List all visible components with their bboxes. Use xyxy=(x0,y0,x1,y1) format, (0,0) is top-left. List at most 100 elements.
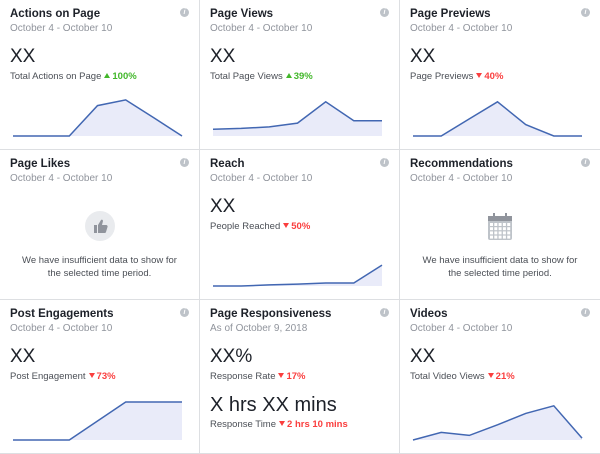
sparkline xyxy=(412,404,583,441)
metric-value: XX xyxy=(10,46,36,67)
info-icon[interactable]: i xyxy=(581,8,590,17)
calendar-cell xyxy=(490,227,493,231)
metric-label: Page Previews 40% xyxy=(410,71,503,82)
thumb xyxy=(94,219,108,233)
metric-label-text: Total Page Views xyxy=(210,71,283,82)
metric-label: Total Video Views 21% xyxy=(410,371,515,382)
sparkline-area xyxy=(413,101,582,136)
info-icon[interactable]: i xyxy=(581,308,590,317)
insight-card: Actions on Page October 4 - October 10 i XX… xyxy=(0,0,200,150)
card-title: Page Views xyxy=(210,8,274,20)
card-title: Recommendations xyxy=(410,158,513,170)
sparkline xyxy=(13,99,183,137)
metric-label: People Reached 50% xyxy=(210,221,310,232)
card-title: Videos xyxy=(410,308,448,320)
calendar-cell xyxy=(490,231,493,235)
metric-label: Post Engagement 73% xyxy=(10,371,116,382)
info-icon[interactable]: i xyxy=(380,158,389,167)
insight-card: Page Likes October 4 - October 10 i We have… xyxy=(0,150,200,300)
info-icon[interactable]: i xyxy=(380,308,389,317)
insight-card: Reach October 4 - October 10 i XX People Rea… xyxy=(200,150,400,300)
calendar-cell xyxy=(494,231,498,235)
sparkline-line xyxy=(213,264,383,287)
info-icon[interactable]: i xyxy=(380,8,389,17)
card-title: Post Engagements xyxy=(10,308,114,320)
calendar-head xyxy=(488,216,512,221)
sparkline-line xyxy=(412,404,583,441)
sparkline-area xyxy=(213,265,382,286)
metric-change: 17% xyxy=(286,371,306,382)
metric-value: X hrs XX mins xyxy=(210,394,337,416)
insufficient-data-message: We have insufficient data to show for th… xyxy=(22,255,177,279)
metric-value: XX xyxy=(210,46,236,67)
calendar-cell xyxy=(494,235,498,239)
metric-label-text: Total Video Views xyxy=(410,371,485,382)
metric-label-text: Total Actions on Page xyxy=(10,71,102,82)
metric-value: XX% xyxy=(210,346,253,367)
metric-label: Response Time 2 hrs 10 mins xyxy=(210,419,348,430)
card-title: Page Likes xyxy=(10,158,71,170)
calendar-cell xyxy=(498,235,502,239)
info-icon[interactable]: i xyxy=(581,158,590,167)
change-arrow xyxy=(104,73,111,78)
sparkline xyxy=(213,264,383,287)
calendar-cell xyxy=(498,227,502,231)
card-date-range: October 4 - October 10 xyxy=(410,173,513,184)
card-date-range: As of October 9, 2018 xyxy=(210,323,308,334)
calendar-cell xyxy=(490,223,493,226)
metric-label: Total Actions on Page 100% xyxy=(10,71,137,82)
metric-change: 40% xyxy=(484,71,504,82)
calendar-cell xyxy=(498,231,502,235)
sparkline-line xyxy=(212,100,382,130)
calendar-ring xyxy=(505,213,507,219)
sparkline xyxy=(413,100,582,137)
sparkline xyxy=(13,401,182,441)
info-icon[interactable]: i xyxy=(180,8,189,17)
calendar-cell xyxy=(507,227,511,231)
metric-label-text: Post Engagement xyxy=(10,371,86,382)
card-date-range: October 4 - October 10 xyxy=(410,323,513,334)
change-arrow xyxy=(279,421,286,426)
metric-label-text: Response Rate xyxy=(210,371,276,382)
calendar-cell xyxy=(507,231,511,235)
sparkline-line xyxy=(413,100,582,137)
insight-card: Recommendations October 4 - October 10 i We… xyxy=(400,150,600,300)
sparkline-line xyxy=(13,401,182,441)
card-date-range: October 4 - October 10 xyxy=(410,23,513,34)
change-arrow xyxy=(476,73,483,78)
metric-value: XX xyxy=(410,46,436,67)
calendar-cell xyxy=(494,227,498,231)
sparkline xyxy=(212,100,382,136)
metric-change: 50% xyxy=(291,221,311,232)
change-arrow xyxy=(278,373,285,378)
card-date-range: October 4 - October 10 xyxy=(10,173,113,184)
calendar-cell xyxy=(502,235,506,239)
calendar-cell xyxy=(507,223,511,226)
card-date-range: October 4 - October 10 xyxy=(210,23,313,34)
calendar-cell xyxy=(490,235,493,239)
metric-label-text: Page Previews xyxy=(410,71,474,82)
metric-label-text: People Reached xyxy=(210,221,281,232)
insight-card: Page Views October 4 - October 10 i XX Total… xyxy=(200,0,400,150)
insufficient-data-message: We have insufficient data to show for th… xyxy=(422,255,578,279)
metric-change: 100% xyxy=(112,71,137,82)
metric-change: 39% xyxy=(293,71,313,82)
insight-card: Videos October 4 - October 10 i XX Total Vid… xyxy=(400,300,600,454)
calendar-ring xyxy=(493,213,495,219)
card-date-range: October 4 - October 10 xyxy=(210,173,313,184)
card-date-range: October 4 - October 10 xyxy=(10,323,113,334)
card-date-range: October 4 - October 10 xyxy=(10,23,113,34)
metric-value: XX xyxy=(410,346,436,367)
calendar-cell xyxy=(502,223,506,226)
metric-change: 73% xyxy=(96,371,116,382)
change-arrow xyxy=(285,73,292,78)
metric-value: XX xyxy=(10,346,36,367)
change-arrow xyxy=(88,373,95,378)
info-icon[interactable]: i xyxy=(180,308,189,317)
change-arrow xyxy=(283,223,290,228)
sparkline-area xyxy=(413,405,582,440)
calendar-cell xyxy=(507,235,511,239)
info-icon[interactable]: i xyxy=(180,158,189,167)
card-title: Actions on Page xyxy=(10,8,101,20)
